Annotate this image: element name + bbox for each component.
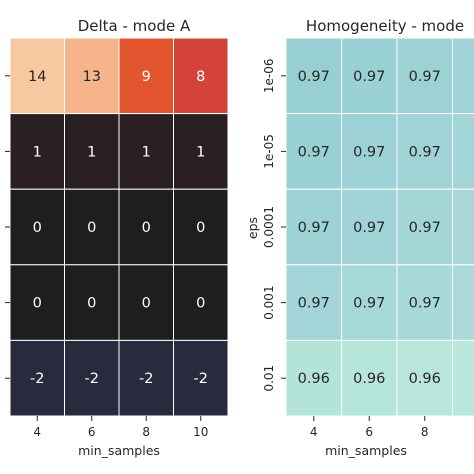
cell-label: 0.97 <box>353 296 385 312</box>
cell-label: 0 <box>142 296 151 312</box>
cell-label: 0 <box>33 220 42 236</box>
cell-label: 13 <box>83 69 101 85</box>
cell-label: 0 <box>142 220 151 236</box>
heatmap-cell <box>285 264 342 341</box>
cell-label: 14 <box>28 69 46 85</box>
cell-label: 0.96 <box>298 371 330 387</box>
cell-label: 8 <box>196 69 205 85</box>
x-tick-label: 8 <box>421 425 429 439</box>
x-tick-label: 10 <box>193 425 208 439</box>
x-tick-label: 6 <box>88 425 96 439</box>
cell-label: 0 <box>33 296 42 312</box>
cell-label: 0 <box>87 296 96 312</box>
heatmap-cell <box>173 188 229 266</box>
cell-label: 0.97 <box>353 220 385 236</box>
cell-label: 0.97 <box>409 220 441 236</box>
heatmap-cell <box>64 264 120 341</box>
y-tick-label: 0.0001 <box>262 206 276 248</box>
heatmap-cell <box>341 113 398 190</box>
heatmap-cell <box>64 188 120 266</box>
heatmap-cell <box>64 339 120 417</box>
heatmap-cell <box>173 37 229 115</box>
heatmap-cell <box>64 113 120 190</box>
heatmap-cell <box>396 339 453 417</box>
heatmap-cell <box>341 339 398 417</box>
cell-label: 1 <box>33 144 42 160</box>
heatmap-cell <box>285 188 342 266</box>
x-tick-label: 6 <box>365 425 373 439</box>
cell-label: -2 <box>139 371 153 387</box>
heatmap-cell <box>396 37 453 115</box>
cell-label: 0 <box>196 296 205 312</box>
heatmap-cell <box>452 37 474 115</box>
delta-heatmap-title: Delta - mode A <box>78 17 191 35</box>
cell-label: 0.96 <box>353 371 385 387</box>
heatmap-cell <box>396 188 453 266</box>
homogeneity-heatmap-ylabel: eps <box>245 217 260 239</box>
heatmap-cell <box>452 339 474 417</box>
homogeneity-heatmap-xlabel: min_samples <box>325 443 407 458</box>
heatmap-cell <box>452 188 474 266</box>
cell-label: 0.97 <box>298 144 330 160</box>
cell-label: -2 <box>30 371 44 387</box>
heatmap-cell <box>173 113 229 190</box>
y-tick-label: 1e-06 <box>262 58 276 93</box>
cell-label: 1 <box>142 144 151 160</box>
cell-label: 9 <box>142 69 151 85</box>
x-tick-label: 8 <box>142 425 150 439</box>
heatmap-cell <box>285 339 342 417</box>
heatmap-cell <box>118 339 174 417</box>
heatmap-cell <box>341 188 398 266</box>
cell-label: 0 <box>196 220 205 236</box>
x-tick-label: 4 <box>310 425 318 439</box>
heatmap-cell <box>452 113 474 190</box>
cell-label: -2 <box>85 371 99 387</box>
y-tick-label: 0.001 <box>262 285 276 319</box>
delta-heatmap: Delta - mode A 14 13 9 81 1 1 10 0 0 00 0 0 0-2 -2 -2-… <box>5 17 229 458</box>
x-tick-label: 4 <box>33 425 41 439</box>
delta-heatmap-xlabel: min_samples <box>78 443 160 458</box>
heatmap-cell <box>64 37 120 115</box>
cell-label: 0.97 <box>409 144 441 160</box>
homogeneity-heatmap-title: Homogeneity - mode <box>306 17 464 35</box>
cell-label: 0.97 <box>353 69 385 85</box>
y-tick-label: 0.01 <box>262 365 276 392</box>
cell-label: 0.97 <box>298 220 330 236</box>
heatmap-cell <box>173 264 229 341</box>
heatmap-cell <box>285 37 342 115</box>
heatmap-cell <box>173 339 229 417</box>
cell-label: 1 <box>196 144 205 160</box>
cell-label: 1 <box>87 144 96 160</box>
heatmap-cell <box>452 264 474 341</box>
cell-label: 0.97 <box>353 144 385 160</box>
heatmap-cell <box>341 37 398 115</box>
cell-label: 0.97 <box>409 69 441 85</box>
cell-label: 0.96 <box>409 371 441 387</box>
heatmap-cell <box>9 37 65 115</box>
y-tick-label: 1e-05 <box>262 134 276 169</box>
heatmap-cell <box>118 37 174 115</box>
cell-label: 0.97 <box>298 296 330 312</box>
cell-label: 0.97 <box>409 296 441 312</box>
cell-label: 0.97 <box>298 69 330 85</box>
cell-label: 0 <box>87 220 96 236</box>
cell-label: -2 <box>194 371 208 387</box>
homogeneity-heatmap: Homogeneity - mode 0.970.970.970.0.970.9… <box>245 17 474 458</box>
heatmap-cell <box>396 113 453 190</box>
